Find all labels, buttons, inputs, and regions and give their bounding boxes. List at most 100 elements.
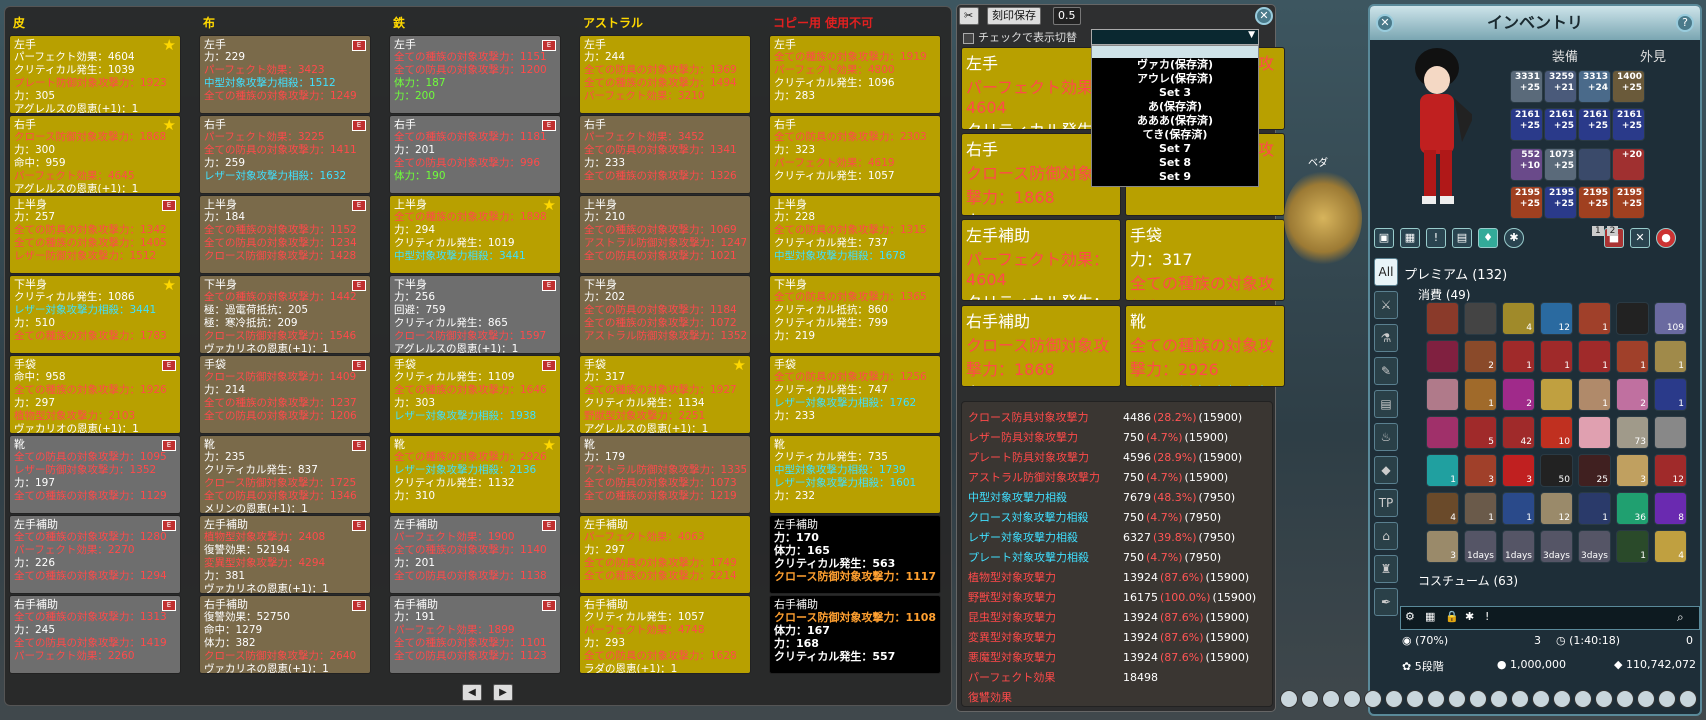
equip-item-slot[interactable]: 2195 +25 (1544, 186, 1577, 219)
inventory-item[interactable] (1578, 416, 1611, 449)
equip-item-slot[interactable]: 1400 +25 (1612, 70, 1645, 103)
quickbar-slot-icon[interactable] (1385, 690, 1403, 708)
quickbar-slot-icon[interactable] (1511, 690, 1529, 708)
equip-item-slot[interactable] (1578, 148, 1611, 181)
tab-gem[interactable]: ◆ (1374, 456, 1398, 484)
tab-weapon[interactable]: ⚔ (1374, 291, 1398, 319)
equipment-slot[interactable]: 右手 全ての防具の対象攻撃力：2303 力：323 パーフェクト効果：4619 クリティ… (769, 115, 941, 194)
inventory-item[interactable]: 1days (1464, 530, 1497, 563)
equipment-slot[interactable]: 下半身 E 力：256 回避：759 クリティカル発生：865 クロース防御対象攻撃力：1… (389, 275, 561, 354)
equip-item-slot[interactable]: 1073 +25 (1544, 148, 1577, 181)
inventory-item[interactable]: 73 (1616, 416, 1649, 449)
set-menu-item[interactable]: Set 7 (1158, 142, 1192, 155)
inventory-item[interactable]: 4 (1502, 302, 1535, 335)
equip-item-slot[interactable]: 2195 +25 (1578, 186, 1611, 219)
quickbar-slot-icon[interactable] (1616, 690, 1634, 708)
tab-equip[interactable]: 装備 (1552, 50, 1579, 65)
equipment-slot[interactable]: 左手補助 力：170 体力：165 クリティカル発生：563 クロース防御対象攻撃力：1… (769, 515, 941, 594)
tag-icon[interactable]: E (352, 440, 366, 451)
inventory-item[interactable]: 1 (1578, 340, 1611, 373)
tag-icon[interactable]: E (542, 520, 556, 531)
tab-book[interactable]: ▤ (1374, 390, 1398, 418)
inventory-item[interactable]: 3 (1426, 530, 1459, 563)
inventory-item[interactable]: 1 (1654, 378, 1687, 411)
inventory-item[interactable] (1540, 378, 1573, 411)
quickbar-slot-icon[interactable] (1574, 690, 1592, 708)
inventory-item[interactable] (1426, 378, 1459, 411)
tag-icon[interactable]: E (162, 520, 176, 531)
tag-icon[interactable]: E (162, 440, 176, 451)
inventory-item[interactable]: 1 (1616, 530, 1649, 563)
set-menu-item[interactable]: アウレ(保存済) (1136, 72, 1214, 85)
inventory-item[interactable]: 1 (1540, 340, 1573, 373)
equip-item-slot[interactable]: 3331 +25 (1510, 70, 1543, 103)
tag-icon[interactable]: E (352, 40, 366, 51)
lock-icon[interactable]: 🔒 (1445, 610, 1459, 623)
inventory-item[interactable]: 2 (1502, 378, 1535, 411)
equipment-slot[interactable]: 手袋 全ての防具の対象攻撃力：1256 クリティカル発生：747 レザー対象攻撃力相殺… (769, 355, 941, 434)
equipment-slot[interactable]: 下半身 全ての防具の対象攻撃力：1365 クリティカル抵抗：860 クリティカル発生：… (769, 275, 941, 354)
inventory-item[interactable]: 1 (1616, 340, 1649, 373)
equipment-slot[interactable]: 靴 ★ 全ての種族の対象攻撃力：2926 レザー対象攻撃力相殺：2136 クリティカル発… (389, 435, 561, 514)
equipment-slot[interactable]: 手袋 ★ 力：317 全ての種族の対象攻撃力：1927 クリティカル発生：1134 野獣型… (579, 355, 751, 434)
shirt-icon[interactable]: ♦ (1478, 228, 1498, 248)
equipment-slot[interactable]: 靴 E 力：235 クリティカル発生：837 クロース防御対象攻撃力：1725 全ての防具… (199, 435, 371, 514)
equip-item-slot[interactable]: 2161 +25 (1544, 108, 1577, 141)
compare-slot[interactable]: 右手補助クロース防御対象攻撃力：1868力：300命中：959パーフェクト効果：… (961, 305, 1121, 387)
tag-icon[interactable]: E (542, 280, 556, 291)
inventory-item[interactable]: 109 (1654, 302, 1687, 335)
quickbar-slot-icon[interactable] (1469, 690, 1487, 708)
equipment-slot[interactable]: 下半身 力：202 全ての防具の対象攻撃力：1184 全ての種族の対象攻撃力：1072… (579, 275, 751, 354)
inventory-item[interactable] (1464, 302, 1497, 335)
inventory-item[interactable]: 2 (1464, 340, 1497, 373)
box-icon[interactable]: ▣ (1374, 228, 1394, 248)
equip-item-slot[interactable]: 3259 +21 (1544, 70, 1577, 103)
tab-bottle[interactable]: ♨ (1374, 423, 1398, 451)
quickbar-slot-icon[interactable] (1406, 690, 1424, 708)
equip-item-slot[interactable]: 2161 +25 (1612, 108, 1645, 141)
grid-icon[interactable]: ▦ (1425, 610, 1436, 623)
tag-icon[interactable]: E (352, 120, 366, 131)
tag-icon[interactable]: E (542, 360, 556, 371)
inventory-item[interactable]: 3days (1540, 530, 1573, 563)
set-menu-item[interactable]: あああ(保存済) (1136, 114, 1214, 127)
quickbar-slot-icon[interactable] (1637, 690, 1655, 708)
tab-appearance[interactable]: 外見 (1640, 50, 1667, 65)
scale-value[interactable]: 0.5 (1053, 7, 1081, 25)
star-icon[interactable]: ★ (162, 116, 176, 134)
inventory-item[interactable]: 8 (1654, 492, 1687, 525)
help-icon[interactable]: ? (1676, 14, 1694, 32)
quickbar-slot-icon[interactable] (1364, 690, 1382, 708)
quickbar-slot-icon[interactable] (1427, 690, 1445, 708)
save-engrave-button[interactable]: 刻印保存 (987, 7, 1041, 25)
equip-item-slot[interactable]: 3313 +24 (1578, 70, 1611, 103)
tab-pen[interactable]: ✒ (1374, 588, 1398, 616)
set-menu-item[interactable]: てき(保存済) (1142, 128, 1208, 141)
inventory-item[interactable]: 50 (1540, 454, 1573, 487)
inventory-item[interactable] (1616, 302, 1649, 335)
equipment-slot[interactable]: 右手 ★ クロース防御対象攻撃力：1868 力：300 命中：959 パーフェクト効果：4… (9, 115, 181, 194)
equipment-slot[interactable]: 下半身 ★ クリティカル発生：1086 レザー対象攻撃力相殺：3441 力：510 全ての… (9, 275, 181, 354)
equipment-slot[interactable]: 左手補助 E 全ての種族の対象攻撃力：1280 パーフェクト効果：2270 力：226 全… (9, 515, 181, 594)
consume-category[interactable]: 消費 (49) (1418, 288, 1471, 302)
tag-icon[interactable]: E (352, 200, 366, 211)
tag-icon[interactable]: E (162, 200, 176, 211)
compare-slot[interactable]: 靴全ての種族の対象攻撃力：2926レザー対象攻撃力相殺：2136クリティカル発生… (1125, 305, 1285, 387)
inventory-item[interactable]: 3 (1616, 454, 1649, 487)
tag-icon[interactable]: E (162, 600, 176, 611)
equipment-slot[interactable]: 左手 E 全ての種族の対象攻撃力：1151 全ての防具の対象攻撃力：1200 体力：18… (389, 35, 561, 114)
set-menu-item[interactable]: あ(保存済) (1147, 100, 1203, 113)
equipment-slot[interactable]: 左手 ★ パーフェクト効果：4604 クリティカル発生：1039 プレート防御対象攻撃力… (9, 35, 181, 114)
inventory-item[interactable]: 1days (1502, 530, 1535, 563)
compare-slot[interactable]: 左手補助パーフェクト効果：4604クリティカル発生：1039プレート防御対象攻撃… (961, 219, 1121, 301)
equipment-slot[interactable]: 左手 E 力：229 パーフェクト効果：3423 中型対象攻撃力相殺：1512 全ての種族… (199, 35, 371, 114)
equipment-slot[interactable]: 上半身 力：228 全ての防具の対象攻撃力：1315 クリティカル発生：737 中型対象… (769, 195, 941, 274)
inventory-item[interactable]: 5 (1464, 416, 1497, 449)
equipment-slot[interactable]: 靴力：179 アストラル防御対象攻撃力：1335 全ての防具の対象攻撃力：1073 全… (579, 435, 751, 514)
tab-tp[interactable]: TP (1374, 489, 1398, 517)
equipment-slot[interactable]: 左手 力：244 全ての防具の対象攻撃力：1369 全ての種族の対象攻撃力：1494 パ… (579, 35, 751, 114)
filter-icon[interactable]: ⚙ (1405, 610, 1415, 623)
tab-potion[interactable]: ⚗ (1374, 324, 1398, 352)
equipment-slot[interactable]: 右手補助 E 全ての種族の対象攻撃力：1313 力：245 全ての防具の対象攻撃力：14… (9, 595, 181, 674)
inventory-item[interactable]: 2 (1616, 378, 1649, 411)
